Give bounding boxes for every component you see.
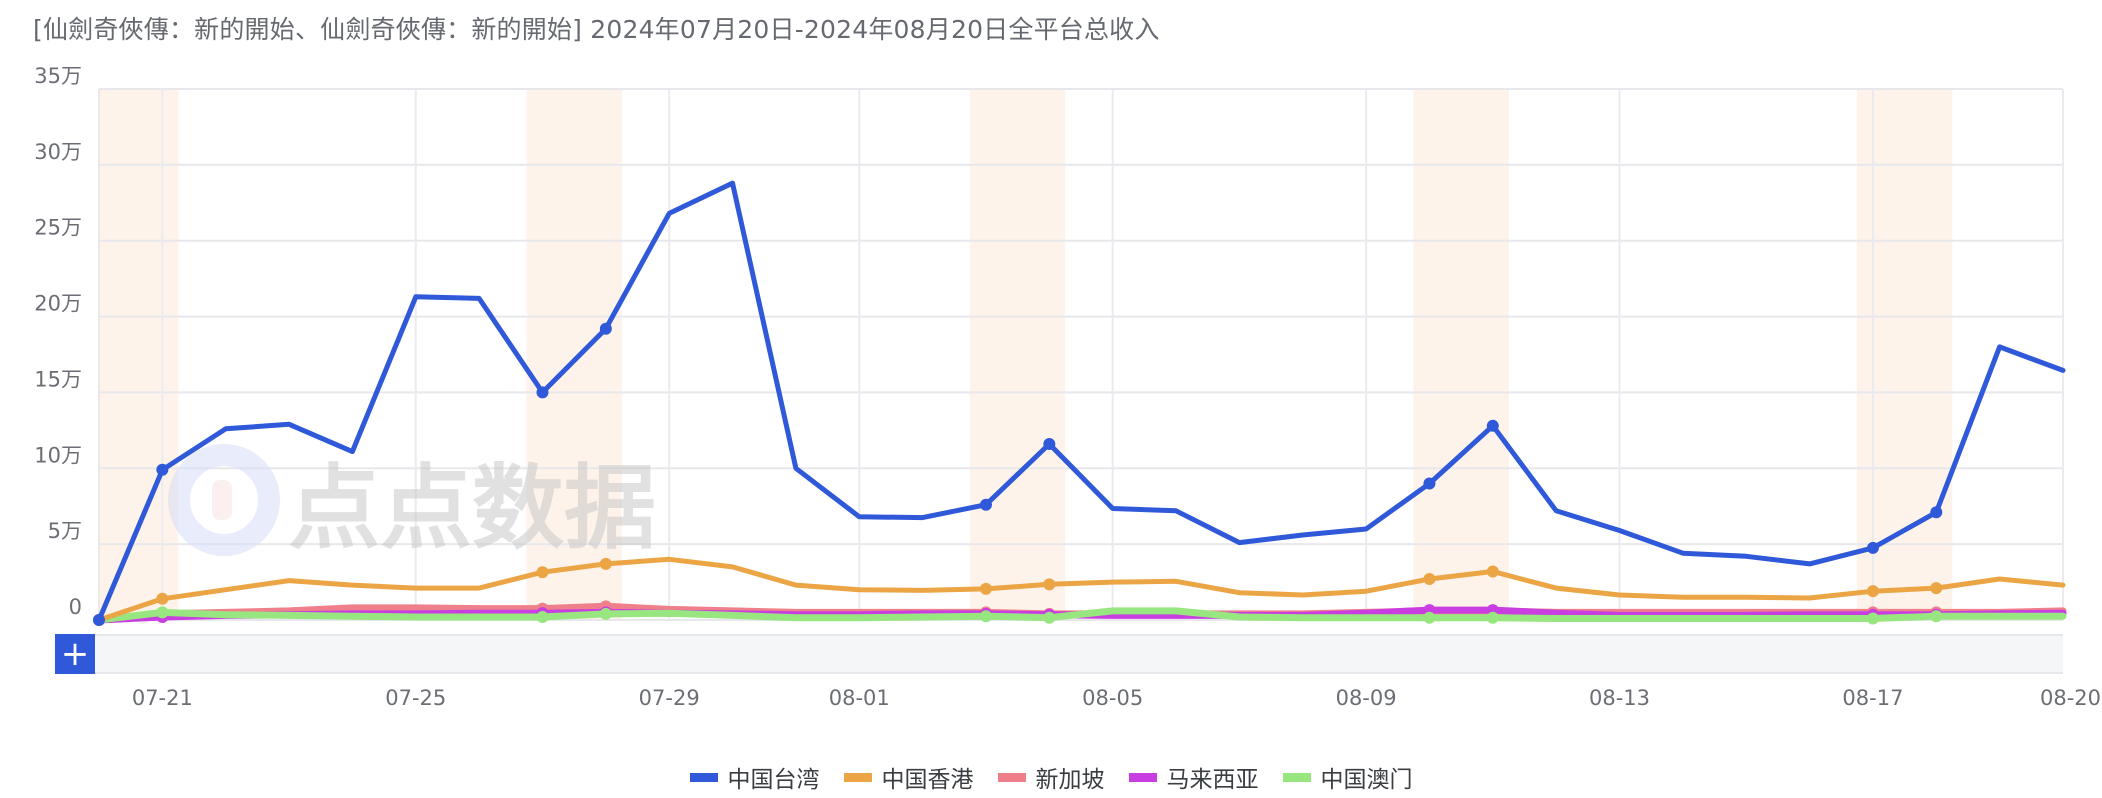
legend-item[interactable]: 中国香港 (843, 760, 974, 794)
x-tick-label: 08-13 (1589, 686, 1650, 710)
watermark-logo-accent (212, 480, 232, 520)
data-point[interactable] (1423, 477, 1436, 490)
series-line-4[interactable] (95, 607, 2067, 624)
series-line-1[interactable] (96, 556, 2066, 623)
series-line-0[interactable] (96, 180, 2066, 623)
y-tick-label: 30万 (34, 140, 82, 164)
legend-item[interactable]: 中国台湾 (689, 760, 820, 794)
data-point[interactable] (1486, 565, 1499, 578)
data-point[interactable] (93, 614, 105, 626)
legend: 中国台湾 中国香港 新加坡 马来西亚 中国澳门 (0, 760, 2102, 794)
zoom-in-button[interactable]: + (55, 634, 95, 674)
watermark-text: 点点数据 (288, 455, 656, 562)
data-point[interactable] (156, 463, 169, 476)
weekend-band (99, 89, 179, 620)
legend-item[interactable]: 新加坡 (997, 760, 1105, 794)
legend-label: 中国澳门 (1320, 767, 1413, 793)
data-point[interactable] (1930, 610, 1943, 623)
watermark-logo-icon (168, 444, 280, 556)
y-axis: 0 5万 10万 15万 20万 25万 30万 35万 (34, 64, 82, 619)
x-tick-label: 07-29 (639, 686, 700, 710)
data-point[interactable] (979, 582, 992, 595)
data-point[interactable] (536, 386, 549, 399)
data-point[interactable] (1423, 611, 1436, 624)
data-point[interactable] (1486, 611, 1499, 624)
data-point[interactable] (1423, 573, 1436, 586)
legend-swatch-icon (1282, 772, 1311, 782)
data-zoom-slider[interactable] (95, 634, 2063, 674)
y-tick-label: 0 (69, 595, 82, 619)
data-point[interactable] (156, 606, 169, 619)
weekend-band (969, 89, 1066, 620)
x-tick-label: 08-01 (829, 686, 890, 710)
data-point[interactable] (1866, 585, 1879, 598)
x-tick-label: 07-25 (385, 686, 446, 710)
data-point[interactable] (599, 322, 612, 335)
data-point[interactable] (1043, 438, 1056, 451)
data-point[interactable] (1866, 612, 1879, 625)
legend-label: 中国台湾 (727, 767, 820, 793)
legend-swatch-icon (1128, 772, 1157, 782)
x-tick-label: 08-20 (2040, 686, 2101, 710)
data-point[interactable] (1930, 582, 1943, 595)
data-point[interactable] (1043, 611, 1056, 624)
x-tick-label: 08-17 (1842, 686, 1903, 710)
y-tick-label: 35万 (34, 64, 82, 88)
data-point[interactable] (536, 610, 549, 623)
x-axis: 07-21 07-25 07-29 08-01 08-05 08-09 08-13 08-17… (132, 686, 2101, 710)
legend-item[interactable]: 马来西亚 (1128, 760, 1259, 794)
data-point[interactable] (536, 566, 549, 579)
x-tick-label: 07-21 (132, 686, 193, 710)
legend-swatch-icon (689, 772, 718, 782)
data-point[interactable] (1866, 541, 1879, 554)
y-tick-label: 20万 (34, 292, 82, 316)
y-tick-label: 5万 (48, 519, 82, 543)
data-point[interactable] (599, 557, 612, 570)
watermark: 点点数据 (168, 444, 656, 562)
weekend-bands (99, 89, 1953, 620)
weekend-band (526, 89, 622, 620)
y-tick-label: 10万 (34, 443, 82, 467)
data-point[interactable] (1486, 419, 1499, 432)
data-point[interactable] (1930, 506, 1943, 519)
y-tick-label: 15万 (34, 367, 82, 391)
weekend-band (1856, 89, 1953, 620)
chart-title: [仙劍奇俠傳：新的開始、仙劍奇俠傳：新的開始] 2024年07月20日-2024… (33, 15, 1160, 44)
series-lines (93, 180, 2067, 626)
legend-swatch-icon (843, 772, 872, 782)
legend-swatch-icon (997, 772, 1026, 782)
legend-item[interactable]: 中国澳门 (1282, 760, 1413, 794)
legend-label: 马来西亚 (1166, 767, 1259, 793)
data-point[interactable] (599, 607, 612, 620)
x-tick-label: 08-09 (1336, 686, 1397, 710)
legend-label: 中国香港 (881, 767, 974, 793)
weekend-band (1413, 89, 1509, 620)
data-point[interactable] (979, 498, 992, 511)
data-point[interactable] (979, 610, 992, 623)
y-tick-label: 25万 (34, 216, 82, 240)
data-point[interactable] (1043, 578, 1056, 591)
data-point[interactable] (156, 592, 169, 605)
x-tick-label: 08-05 (1082, 686, 1143, 710)
legend-label: 新加坡 (1035, 767, 1105, 793)
